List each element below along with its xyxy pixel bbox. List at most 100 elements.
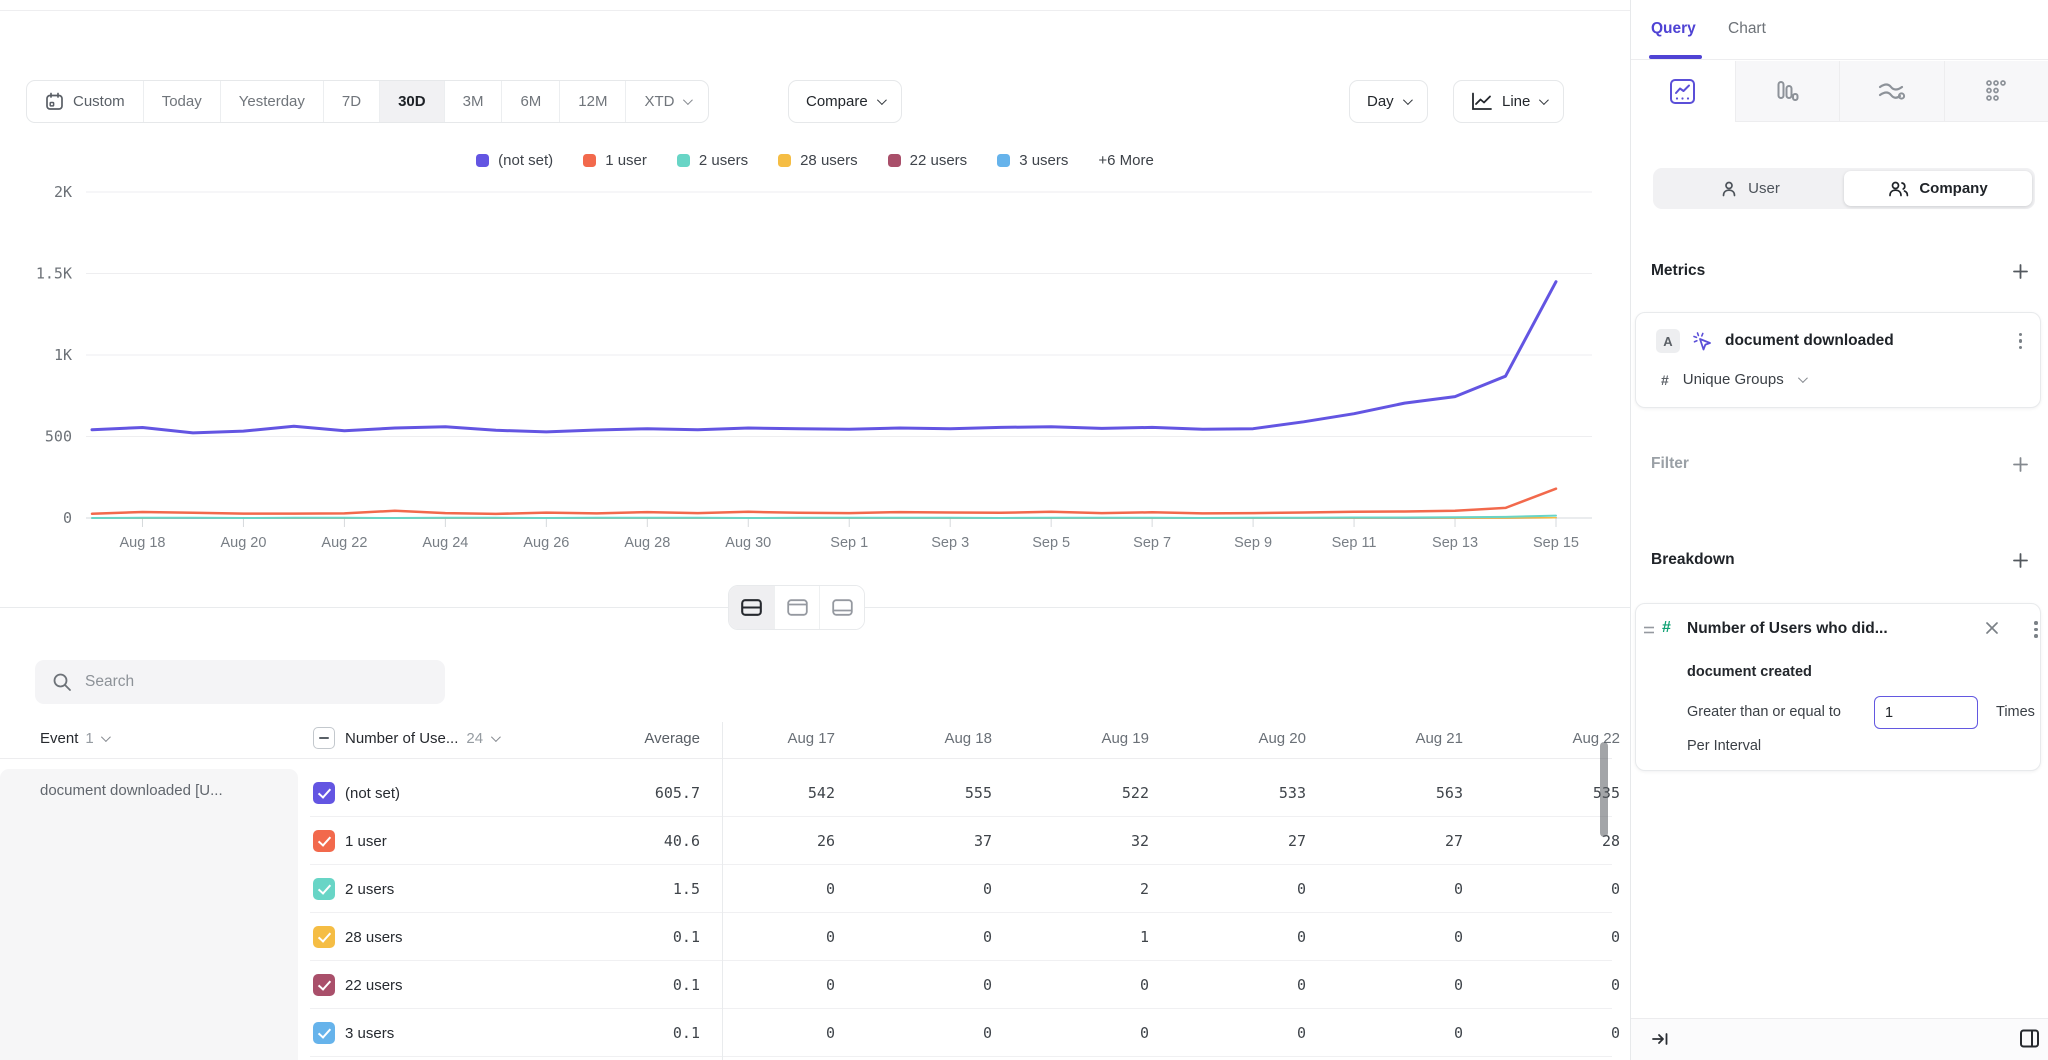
cell-value: 1 bbox=[1014, 928, 1171, 946]
row-checkbox[interactable] bbox=[313, 878, 335, 900]
entity-user-option[interactable]: User bbox=[1656, 171, 1844, 206]
table-scrollbar[interactable] bbox=[1600, 742, 1608, 837]
table-row: (not set) 605.7 542 555 522 533 563 535 bbox=[0, 769, 1630, 817]
add-metric-icon[interactable] bbox=[2012, 263, 2029, 280]
cell-value: 542 bbox=[700, 784, 857, 802]
cell-value: 0 bbox=[1328, 880, 1485, 898]
breakdown-kebab-menu[interactable] bbox=[2028, 619, 2044, 640]
drag-handle-icon[interactable] bbox=[1643, 624, 1655, 636]
range-custom-button[interactable]: Custom bbox=[27, 81, 143, 122]
cell-value: 26 bbox=[700, 832, 857, 850]
metric-aggregation-row[interactable]: # Unique Groups bbox=[1661, 371, 1805, 388]
tab-chart[interactable]: Chart bbox=[1728, 20, 1766, 38]
svg-text:Sep 1: Sep 1 bbox=[830, 535, 868, 551]
metrics-heading: Metrics bbox=[1651, 262, 1705, 280]
search-input[interactable] bbox=[85, 673, 425, 691]
date-column-header: Aug 18 bbox=[857, 730, 1014, 747]
row-checkbox[interactable] bbox=[313, 782, 335, 804]
dot-grid-icon bbox=[1983, 78, 2009, 104]
date-column-header: Aug 17 bbox=[700, 730, 857, 747]
aggregation-label: Unique Groups bbox=[1683, 371, 1784, 388]
cell-value: 533 bbox=[1171, 784, 1328, 802]
event-column-header[interactable]: Event 1 bbox=[0, 730, 298, 747]
cell-value: 0 bbox=[1014, 1024, 1171, 1042]
average-value: 605.7 bbox=[555, 784, 700, 802]
range-7d-button[interactable]: 7D bbox=[323, 81, 379, 122]
select-all-checkbox[interactable] bbox=[313, 727, 335, 749]
row-checkbox[interactable] bbox=[313, 1022, 335, 1044]
split-panel-icon[interactable] bbox=[2019, 1028, 2040, 1049]
date-column-header: Aug 20 bbox=[1171, 730, 1328, 747]
cell-value: 0 bbox=[700, 1024, 857, 1042]
range-12m-button[interactable]: 12M bbox=[559, 81, 625, 122]
svg-text:Aug 18: Aug 18 bbox=[119, 535, 165, 551]
cell-value: 0 bbox=[1171, 928, 1328, 946]
chart-type-line-tab[interactable] bbox=[1631, 61, 1735, 122]
calendar-icon bbox=[45, 92, 64, 111]
hash-icon: # bbox=[1661, 372, 1669, 388]
interval-dropdown[interactable]: Day bbox=[1349, 80, 1428, 123]
table-row: 1 user 40.6 26 37 32 27 27 28 bbox=[0, 817, 1630, 865]
breakdown-value-input[interactable] bbox=[1874, 696, 1978, 729]
layout-toggle-group bbox=[728, 585, 865, 630]
line-chart-icon bbox=[1669, 78, 1696, 105]
svg-text:Aug 30: Aug 30 bbox=[725, 535, 771, 551]
search-icon bbox=[52, 672, 72, 692]
chart-type-scatter-tab[interactable] bbox=[1944, 61, 2048, 122]
row-checkbox[interactable] bbox=[313, 926, 335, 948]
range-label: XTD bbox=[644, 93, 674, 110]
analytics-app: Custom Today Yesterday 7D 30D 3M 6M 12M … bbox=[0, 0, 2048, 1060]
layout-split-button[interactable] bbox=[729, 586, 774, 629]
numeric-property-icon: # bbox=[1662, 619, 1671, 637]
entity-user-label: User bbox=[1748, 180, 1780, 197]
metrics-section-header: Metrics bbox=[1651, 262, 2029, 280]
range-label: Custom bbox=[73, 93, 125, 110]
metric-card[interactable]: A document downloaded # Unique Groups bbox=[1635, 312, 2041, 408]
range-xtd-button[interactable]: XTD bbox=[625, 81, 708, 122]
layout-table-only-button[interactable] bbox=[819, 586, 864, 629]
flow-chart-icon bbox=[1877, 79, 1906, 104]
range-yesterday-button[interactable]: Yesterday bbox=[220, 81, 323, 122]
cell-value: 0 bbox=[1328, 1024, 1485, 1042]
active-tab-underline bbox=[1649, 55, 1702, 59]
svg-text:Sep 15: Sep 15 bbox=[1533, 535, 1579, 551]
range-today-button[interactable]: Today bbox=[143, 81, 220, 122]
range-6m-button[interactable]: 6M bbox=[501, 81, 559, 122]
add-breakdown-icon[interactable] bbox=[2012, 552, 2029, 569]
row-checkbox[interactable] bbox=[313, 830, 335, 852]
cell-value: 0 bbox=[1171, 1024, 1328, 1042]
cell-value: 0 bbox=[700, 880, 857, 898]
chart-type-bar-tab[interactable] bbox=[1735, 61, 1840, 122]
collapse-panel-icon[interactable] bbox=[1651, 1030, 1669, 1048]
svg-text:Aug 28: Aug 28 bbox=[624, 535, 670, 551]
breakdown-per-interval-label: Per Interval bbox=[1687, 738, 1761, 754]
entity-company-option[interactable]: Company bbox=[1844, 171, 2032, 206]
chevron-down-icon bbox=[491, 732, 501, 742]
row-checkbox[interactable] bbox=[313, 974, 335, 996]
layout-chart-only-button[interactable] bbox=[774, 586, 819, 629]
breakdown-card[interactable]: # Number of Users who did... document cr… bbox=[1635, 603, 2041, 771]
svg-text:Sep 3: Sep 3 bbox=[931, 535, 969, 551]
compare-button[interactable]: Compare bbox=[788, 80, 902, 123]
cell-value: 0 bbox=[1485, 928, 1630, 946]
chevron-down-icon bbox=[1539, 95, 1549, 105]
range-3m-button[interactable]: 3M bbox=[444, 81, 502, 122]
chart-type-dropdown[interactable]: Line bbox=[1453, 80, 1564, 123]
breakdown-title: Number of Users who did... bbox=[1687, 620, 1967, 638]
tab-query[interactable]: Query bbox=[1651, 20, 1696, 38]
cell-value: 555 bbox=[857, 784, 1014, 802]
metric-kebab-menu[interactable] bbox=[2013, 331, 2029, 352]
group-column-header[interactable]: Number of Use... 24 bbox=[345, 730, 555, 747]
average-value: 0.1 bbox=[555, 976, 700, 994]
svg-text:Aug 20: Aug 20 bbox=[220, 535, 266, 551]
chart-type-flow-tab[interactable] bbox=[1839, 61, 1944, 122]
range-label: Yesterday bbox=[239, 93, 305, 110]
svg-text:Sep 9: Sep 9 bbox=[1234, 535, 1272, 551]
add-filter-icon[interactable] bbox=[2012, 456, 2029, 473]
range-30d-button[interactable]: 30D bbox=[379, 81, 444, 122]
close-icon[interactable] bbox=[1984, 620, 2000, 636]
group-header-label: Number of Use... bbox=[345, 730, 458, 747]
average-value: 0.1 bbox=[555, 1024, 700, 1042]
breakdown-heading: Breakdown bbox=[1651, 551, 1735, 569]
range-label: Today bbox=[162, 93, 202, 110]
